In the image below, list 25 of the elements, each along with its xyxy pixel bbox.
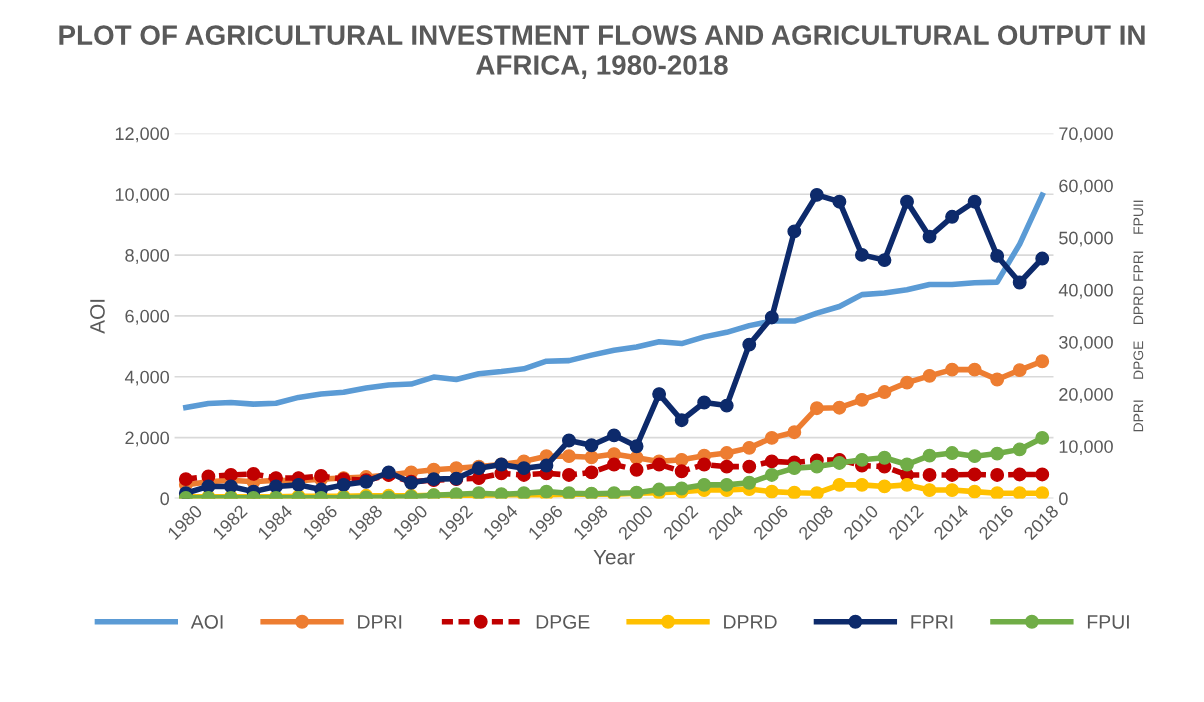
y-tick-label: 0 <box>160 492 170 506</box>
y2-tick-label: 50,000 <box>1059 231 1113 247</box>
y2-tick-label: 10,000 <box>1059 440 1113 456</box>
y-tick-label: 2,000 <box>125 431 170 447</box>
legend-label: DPGE <box>536 614 590 629</box>
y2-tick-label: 0 <box>1059 492 1068 506</box>
y-tick-label: 8,000 <box>125 248 170 264</box>
x-axis-title: Year <box>593 549 635 565</box>
y2-axis-title: DPRI DPGE DPRD FPRI FPUII <box>1133 200 1144 432</box>
y2-tick-label: 30,000 <box>1059 335 1113 351</box>
y2-tick-label: 40,000 <box>1058 283 1113 299</box>
y-tick-label: 6,000 <box>125 309 170 325</box>
y-axis-title: AOI <box>90 299 105 334</box>
y2-tick-label: 60,000 <box>1059 179 1113 195</box>
y2-tick-label: 20,000 <box>1059 388 1113 403</box>
legend-label: FPUI <box>1087 615 1129 629</box>
y-tick-label: 12,000 <box>115 127 170 143</box>
y-tick-label: 4,000 <box>124 370 170 386</box>
legend-label: DPRD <box>724 615 777 629</box>
legend-label: AOI <box>190 614 223 629</box>
legend-label: FPRI <box>911 615 953 629</box>
y2-tick-label: 70,000 <box>1059 127 1113 143</box>
y-tick-label: 10,000 <box>115 188 170 204</box>
chart-title: PLOT OF AGRICULTURAL INVESTMENT FLOWS AND AGRICULTURAL OUTPUT IN AFRICA, 1980-2018 <box>59 25 1145 79</box>
legend-label: DPRI <box>358 615 402 629</box>
